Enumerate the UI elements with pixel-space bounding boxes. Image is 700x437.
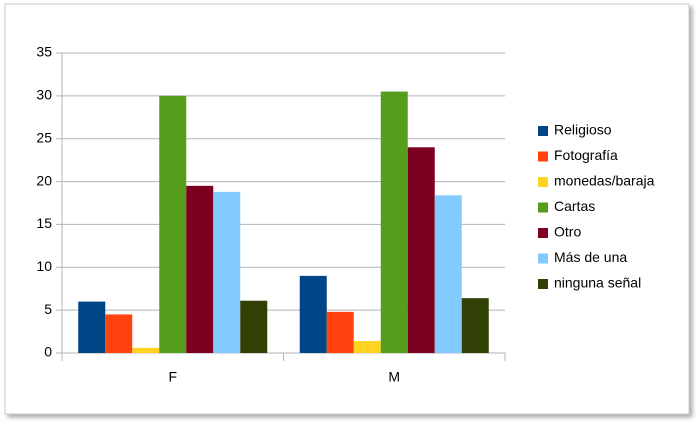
bar xyxy=(105,314,133,353)
x-tick-label: M xyxy=(388,369,400,385)
legend-label: Más de una xyxy=(554,249,627,265)
bar xyxy=(299,275,327,353)
bar xyxy=(380,91,408,354)
legend-swatch xyxy=(538,202,548,213)
y-tick-label: 10 xyxy=(36,258,52,274)
legend-label: Religioso xyxy=(554,122,612,138)
legend-label: ninguna señal xyxy=(554,275,641,291)
legend-swatch xyxy=(538,253,548,264)
legend-label: Fotografía xyxy=(554,147,618,163)
y-tick-label: 5 xyxy=(44,301,52,317)
y-tick-label: 15 xyxy=(36,215,52,231)
bar xyxy=(186,185,214,353)
bar xyxy=(434,195,462,353)
y-tick-label: 30 xyxy=(36,87,52,103)
x-tick-label: F xyxy=(168,369,177,385)
legend-label: Otro xyxy=(554,224,581,240)
legend-swatch xyxy=(538,228,548,238)
legend-swatch xyxy=(538,126,548,136)
legend-label: Cartas xyxy=(554,198,595,214)
legend-swatch xyxy=(538,279,548,289)
bar xyxy=(78,301,106,353)
y-tick-label: 20 xyxy=(36,172,52,188)
legend-swatch xyxy=(538,151,548,162)
legend-swatch xyxy=(538,177,548,187)
bar xyxy=(326,311,354,353)
bar xyxy=(240,300,268,353)
y-tick-label: 35 xyxy=(36,44,52,60)
legend-label: monedas/baraja xyxy=(554,173,655,189)
bar xyxy=(353,341,381,353)
y-tick-label: 0 xyxy=(44,344,52,360)
bar xyxy=(213,191,241,353)
bar xyxy=(159,95,187,353)
y-tick-label: 25 xyxy=(36,129,52,145)
bar xyxy=(132,347,160,353)
bar xyxy=(407,147,435,353)
bar xyxy=(461,298,489,353)
